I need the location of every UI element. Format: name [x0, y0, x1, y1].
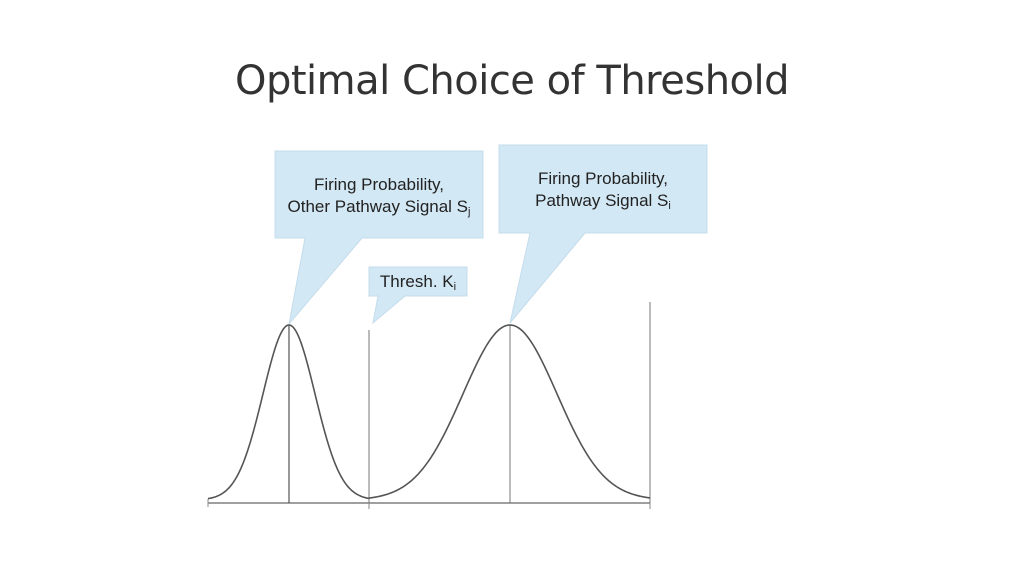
callout-threshold-shape	[368, 266, 468, 325]
callout-other-pathway-shape	[274, 150, 484, 326]
callout-pathway-line2: Pathway Signal S	[535, 191, 669, 210]
callout-pathway-line1: Firing Probability,	[537, 169, 669, 188]
callout-other-pathway-line1: Firing Probability,	[313, 175, 445, 194]
other-pathway-distribution-curve	[207, 324, 370, 500]
callout-pathway-subscript: i	[668, 200, 671, 212]
callout-other-pathway-label: Firing Probability, Other Pathway Signal…	[275, 174, 483, 218]
slide-title: Optimal Choice of Threshold	[234, 58, 790, 104]
callout-threshold-label: Thresh. Ki	[369, 271, 467, 293]
callout-other-pathway-line2: Other Pathway Signal S	[287, 197, 469, 216]
pathway-distribution-curve	[368, 324, 651, 499]
callout-threshold-subscript: i	[453, 281, 457, 293]
callout-other-pathway-subscript: j	[468, 206, 471, 218]
callout-pathway-shape	[498, 144, 708, 324]
callout-pathway-label: Firing Probability, Pathway Signal Si	[499, 168, 707, 212]
callout-threshold-text: Thresh. K	[379, 272, 454, 291]
